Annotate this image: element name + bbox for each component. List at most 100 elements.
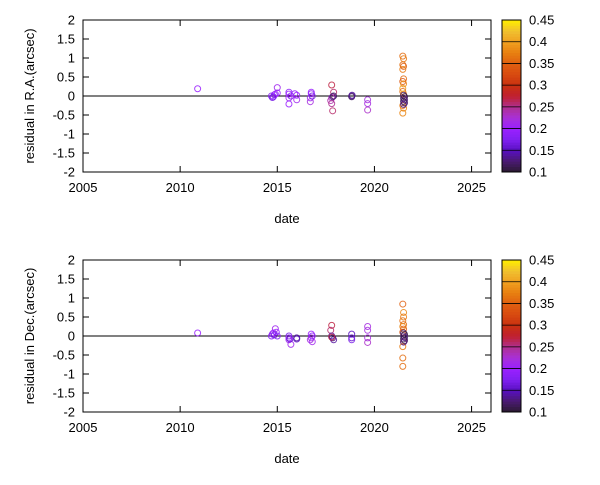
colorbar-band <box>502 265 521 269</box>
colorbar-band <box>502 338 521 342</box>
data-point <box>330 92 338 100</box>
colorbar-band <box>502 398 521 402</box>
colorbar-band <box>502 60 521 64</box>
colorbar-band <box>502 357 521 361</box>
data-point <box>273 89 281 97</box>
colorbar-tick-label: 0.1 <box>529 165 547 180</box>
colorbar-band <box>502 395 521 399</box>
colorbar-band <box>502 74 521 78</box>
colorbar-band <box>502 136 521 140</box>
data-point <box>364 100 372 108</box>
colorbar-band <box>502 115 521 119</box>
colorbar-band <box>502 25 521 29</box>
x-axis-label: date <box>274 211 299 226</box>
colorbar-band <box>502 298 521 302</box>
colorbar-tick-label: 0.3 <box>529 78 547 93</box>
data-point <box>285 332 293 340</box>
colorbar-band <box>502 93 521 97</box>
colorbar-tick-label: 0.45 <box>529 253 554 268</box>
colorbar-band <box>502 376 521 380</box>
data-point <box>306 98 314 106</box>
y-tick-label: 1.5 <box>57 32 75 47</box>
colorbar-tick-label: 0.3 <box>529 318 547 333</box>
colorbar-band <box>502 158 521 162</box>
y-tick-label: -1.5 <box>53 386 75 401</box>
y-tick-label: -1 <box>63 367 75 382</box>
colorbar-band <box>502 44 521 48</box>
data-point <box>399 65 407 73</box>
data-point <box>364 106 372 114</box>
colorbar-band <box>502 163 521 168</box>
data-point <box>401 96 409 104</box>
colorbar-band <box>502 36 521 40</box>
colorbar-tick-label: 0.45 <box>529 13 554 28</box>
colorbar-band <box>502 166 521 170</box>
data-point <box>293 91 301 99</box>
colorbar-band <box>502 300 521 304</box>
colorbar-band <box>502 295 521 299</box>
colorbar-tick-label: 0.2 <box>529 121 547 136</box>
colorbar-band <box>502 77 521 81</box>
colorbar-band <box>502 311 521 315</box>
panel-2: -2 -1.5 -1 -0.5 0 0.5 1 1.5 2 2005 2010 2015 2020 202… <box>22 253 554 467</box>
colorbar: 0.1 0.15 0.2 0.25 0.3 0.35 0.4 0.45 <box>501 253 554 420</box>
colorbar-band <box>502 47 521 51</box>
colorbar-band <box>502 390 521 394</box>
colorbar-band <box>502 155 521 159</box>
colorbar: 0.1 0.15 0.2 0.25 0.3 0.35 0.4 0.45 <box>501 13 554 180</box>
colorbar-band <box>502 352 521 356</box>
colorbar-band <box>502 87 521 92</box>
data-point <box>194 329 202 337</box>
data-point <box>364 323 372 330</box>
colorbar-tick-label: 0.35 <box>529 56 554 71</box>
colorbar-band <box>502 387 521 391</box>
colorbar-band <box>502 319 521 323</box>
data-point <box>364 326 372 334</box>
colorbar-band <box>502 30 521 35</box>
colorbar-band <box>502 82 521 86</box>
colorbar-band <box>502 330 521 334</box>
data-point <box>329 107 337 115</box>
data-point <box>268 94 276 102</box>
x-tick-label: 2025 <box>457 420 486 435</box>
colorbar-band <box>502 150 521 154</box>
colorbar-band <box>502 344 521 348</box>
colorbar-band <box>502 109 521 113</box>
data-point <box>285 100 293 108</box>
colorbar-band <box>502 346 521 351</box>
colorbar-band <box>502 117 521 121</box>
colorbar-band <box>502 384 521 389</box>
colorbar-band <box>502 169 521 173</box>
colorbar-band <box>502 120 521 124</box>
colorbar-band <box>502 349 521 353</box>
colorbar-band <box>502 276 521 280</box>
colorbar-band <box>502 49 521 54</box>
data-point <box>400 97 408 105</box>
colorbar-band <box>502 79 521 83</box>
data-point <box>329 93 337 101</box>
colorbar-band <box>502 63 521 67</box>
data-point <box>287 340 295 348</box>
x-tick-label: 2020 <box>360 180 389 195</box>
x-tick-label: 2015 <box>263 420 292 435</box>
colorbar-band <box>502 336 521 340</box>
data-point <box>400 62 408 70</box>
colorbar-band <box>502 363 521 367</box>
y-tick-label: 2 <box>68 13 75 28</box>
x-tick-label: 2025 <box>457 180 486 195</box>
colorbar-band <box>502 281 521 285</box>
colorbar-band <box>502 409 521 413</box>
y-tick-label: 1 <box>68 291 75 306</box>
colorbar-band <box>502 125 521 130</box>
data-point <box>400 325 408 333</box>
colorbar-band <box>502 139 521 143</box>
colorbar-tick-label: 0.1 <box>529 405 547 420</box>
colorbar-band <box>502 96 521 100</box>
data-point <box>364 96 372 104</box>
colorbar-band <box>502 41 521 45</box>
colorbar-band <box>502 325 521 329</box>
colorbar-band <box>502 273 521 277</box>
colorbar-band <box>502 22 521 26</box>
data-point <box>399 362 407 370</box>
